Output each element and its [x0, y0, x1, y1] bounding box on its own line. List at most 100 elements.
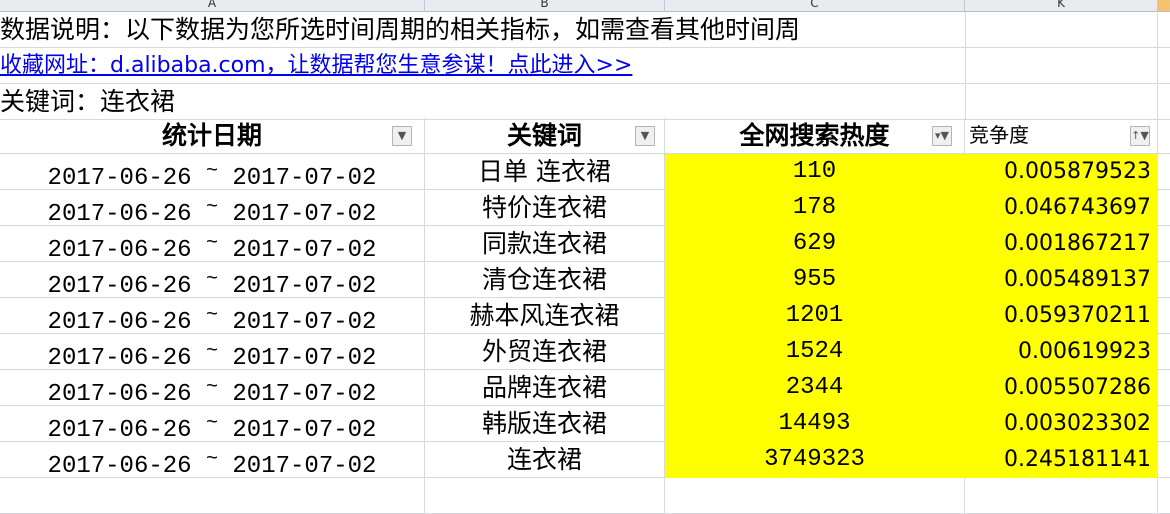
keyword-cell[interactable]: 连衣裙	[425, 442, 665, 477]
header-date-label: 统计日期	[161, 121, 262, 150]
heat-cell[interactable]: 3749323	[665, 442, 965, 477]
end-date: 2017-07-02	[232, 417, 377, 444]
end-date: 2017-07-02	[232, 237, 377, 264]
header-heat-label: 全网搜索热度	[739, 121, 890, 150]
highlight-fill	[665, 225, 1158, 226]
start-date: 2017-06-26	[47, 381, 192, 408]
heat-cell[interactable]: 2344	[665, 370, 965, 405]
dropdown-arrow-icon[interactable]: ▼	[635, 126, 655, 146]
table-row: 2017-06-26 ~ 2017-07-02 清仓连衣裙 955 0.0054891…	[0, 262, 1170, 300]
cell[interactable]	[965, 84, 1158, 119]
date-range-cell[interactable]: 2017-06-26 ~ 2017-07-02	[0, 370, 425, 408]
column-header-a[interactable]: A	[0, 0, 425, 12]
table-row: 2017-06-26 ~ 2017-07-02 连衣裙 3749323 0.24518…	[0, 442, 1170, 480]
info-row: 数据说明：以下数据为您所选时间周期的相关指标，如需查看其他时间周	[0, 12, 1170, 48]
start-date: 2017-06-26	[47, 273, 192, 300]
keyword-cell[interactable]: 特价连衣裙	[425, 190, 665, 225]
end-date: 2017-07-02	[232, 453, 377, 480]
date-range-cell[interactable]: 2017-06-26 ~ 2017-07-02	[0, 226, 425, 264]
column-header-k[interactable]: K	[965, 0, 1158, 12]
info-text[interactable]: 数据说明：以下数据为您所选时间周期的相关指标，如需查看其他时间周	[0, 15, 801, 44]
end-date: 2017-07-02	[232, 309, 377, 336]
empty-row	[0, 478, 1170, 514]
start-date: 2017-06-26	[47, 201, 192, 228]
header-keyword-label: 关键词	[506, 121, 582, 150]
heat-cell[interactable]: 1524	[665, 334, 965, 369]
competition-cell[interactable]: 0.005879523	[965, 154, 1158, 189]
column-header-next[interactable]	[1158, 0, 1170, 12]
competition-cell[interactable]: 0.005507286	[965, 370, 1158, 405]
cell[interactable]	[965, 48, 1158, 83]
competition-cell[interactable]: 0.005489137	[965, 262, 1158, 297]
keyword-cell[interactable]: 赫本风连衣裙	[425, 298, 665, 333]
highlight-fill	[665, 477, 1158, 478]
range-separator: ~	[205, 412, 218, 435]
header-date[interactable]: 统计日期 ▼	[0, 118, 425, 153]
cell[interactable]	[0, 478, 425, 513]
heat-cell[interactable]: 955	[665, 262, 965, 297]
date-range-cell[interactable]: 2017-06-26 ~ 2017-07-02	[0, 442, 425, 480]
table-header-row: 统计日期 ▼ 关键词 ▼ 全网搜索热度 ▾▼ 竞争度 ↑▼	[0, 118, 1170, 154]
start-date: 2017-06-26	[47, 453, 192, 480]
highlight-fill	[665, 261, 1158, 262]
range-separator: ~	[205, 232, 218, 255]
date-range-cell[interactable]: 2017-06-26 ~ 2017-07-02	[0, 298, 425, 336]
table-row: 2017-06-26 ~ 2017-07-02 品牌连衣裙 2344 0.005507…	[0, 370, 1170, 408]
keyword-cell[interactable]: 外贸连衣裙	[425, 334, 665, 369]
date-range-cell[interactable]: 2017-06-26 ~ 2017-07-02	[0, 406, 425, 444]
range-separator: ~	[205, 160, 218, 183]
heat-cell[interactable]: 14493	[665, 406, 965, 441]
heat-cell[interactable]: 178	[665, 190, 965, 225]
header-keyword[interactable]: 关键词 ▼	[425, 118, 665, 153]
highlight-fill	[665, 189, 1158, 190]
keyword-cell[interactable]: 韩版连衣裙	[425, 406, 665, 441]
heat-cell[interactable]: 110	[665, 154, 965, 189]
column-header-b[interactable]: B	[425, 0, 665, 12]
cell[interactable]	[665, 478, 965, 513]
date-range-cell[interactable]: 2017-06-26 ~ 2017-07-02	[0, 154, 425, 192]
header-competition[interactable]: 竞争度 ↑▼	[965, 118, 1158, 153]
date-range-cell[interactable]: 2017-06-26 ~ 2017-07-02	[0, 334, 425, 372]
keyword-cell[interactable]: 清仓连衣裙	[425, 262, 665, 297]
keyword-label[interactable]: 关键词：连衣裙	[0, 87, 176, 116]
filter-active-icon[interactable]: ▾▼	[932, 126, 952, 146]
keyword-cell[interactable]: 日单 连衣裙	[425, 154, 665, 189]
end-date: 2017-07-02	[232, 165, 377, 192]
column-header-c[interactable]: C	[665, 0, 965, 12]
sort-ascending-filter-icon[interactable]: ↑▼	[1130, 126, 1150, 146]
range-separator: ~	[205, 376, 218, 399]
range-separator: ~	[205, 268, 218, 291]
start-date: 2017-06-26	[47, 345, 192, 372]
link-row: 收藏网址：d.alibaba.com，让数据帮您生意参谋！点此进入>>	[0, 48, 1170, 84]
start-date: 2017-06-26	[47, 309, 192, 336]
table-row: 2017-06-26 ~ 2017-07-02 赫本风连衣裙 1201 0.05937…	[0, 298, 1170, 336]
competition-cell[interactable]: 0.059370211	[965, 298, 1158, 333]
heat-cell[interactable]: 629	[665, 226, 965, 261]
table-row: 2017-06-26 ~ 2017-07-02 韩版连衣裙 14493 0.00302…	[0, 406, 1170, 444]
competition-cell[interactable]: 0.00619923	[965, 334, 1158, 369]
start-date: 2017-06-26	[47, 165, 192, 192]
dropdown-arrow-icon[interactable]: ▼	[392, 126, 412, 146]
competition-cell[interactable]: 0.001867217	[965, 226, 1158, 261]
table-row: 2017-06-26 ~ 2017-07-02 外贸连衣裙 1524 0.006199…	[0, 334, 1170, 372]
end-date: 2017-07-02	[232, 273, 377, 300]
table-row: 2017-06-26 ~ 2017-07-02 日单 连衣裙 110 0.005879…	[0, 154, 1170, 192]
header-heat[interactable]: 全网搜索热度 ▾▼	[665, 118, 965, 153]
competition-cell[interactable]: 0.245181141	[965, 442, 1158, 477]
highlight-fill	[665, 333, 1158, 334]
competition-cell[interactable]: 0.046743697	[965, 190, 1158, 225]
end-date: 2017-07-02	[232, 381, 377, 408]
date-range-cell[interactable]: 2017-06-26 ~ 2017-07-02	[0, 262, 425, 300]
range-separator: ~	[205, 448, 218, 471]
start-date: 2017-06-26	[47, 237, 192, 264]
keyword-cell[interactable]: 同款连衣裙	[425, 226, 665, 261]
heat-cell[interactable]: 1201	[665, 298, 965, 333]
cell[interactable]	[965, 478, 1158, 513]
competition-cell[interactable]: 0.003023302	[965, 406, 1158, 441]
cell[interactable]	[965, 12, 1158, 47]
date-range-cell[interactable]: 2017-06-26 ~ 2017-07-02	[0, 190, 425, 228]
keyword-cell[interactable]: 品牌连衣裙	[425, 370, 665, 405]
alibaba-link[interactable]: 收藏网址：d.alibaba.com，让数据帮您生意参谋！点此进入>>	[0, 53, 633, 78]
range-separator: ~	[205, 196, 218, 219]
cell[interactable]	[425, 478, 665, 513]
